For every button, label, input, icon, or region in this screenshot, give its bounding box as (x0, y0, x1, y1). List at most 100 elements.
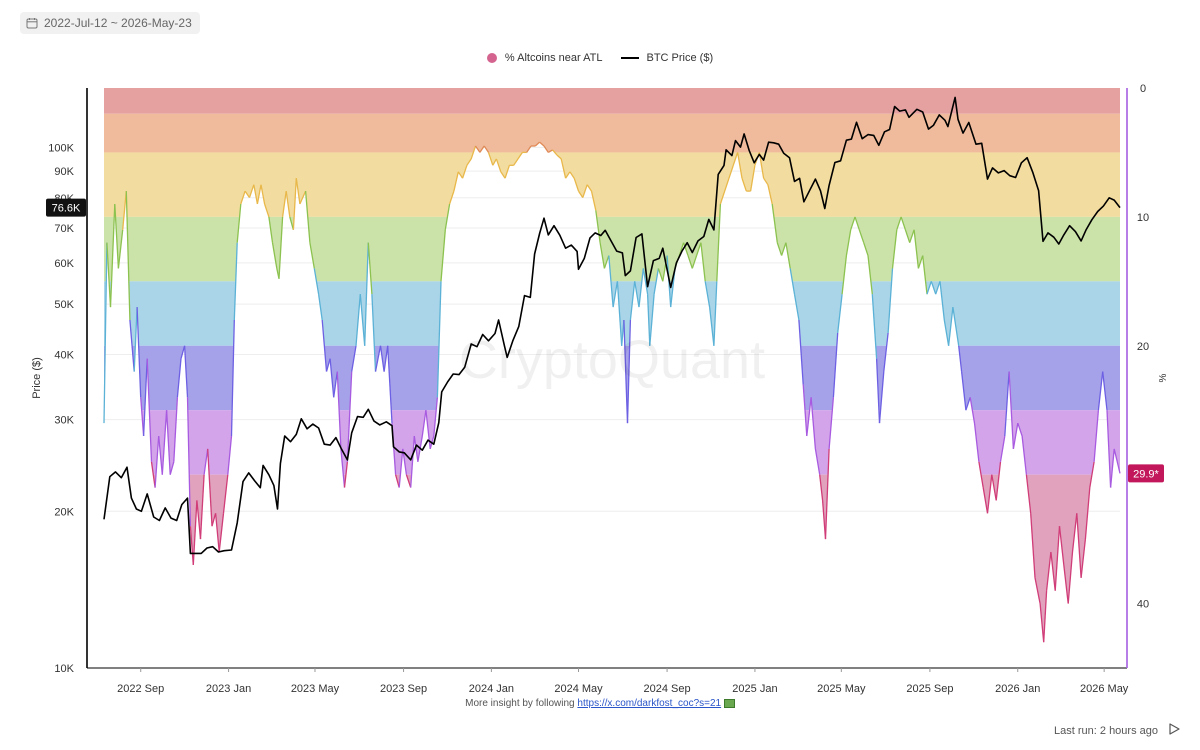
y-tick-label: 30K (54, 415, 74, 427)
altcoin-line-segment (871, 294, 878, 359)
altcoin-line-segment (780, 242, 787, 256)
altcoin-line-segment (590, 190, 597, 211)
altcoin-line-segment (939, 281, 945, 321)
altcoin-line-segment (387, 345, 393, 424)
watermark: CryptoQuant (459, 330, 765, 390)
altcoin-line-segment (1034, 577, 1041, 604)
altcoin-line-segment (236, 203, 242, 243)
x-tick-label: 2026 Jan (995, 683, 1040, 695)
altcoin-line-segment (875, 358, 881, 424)
altcoin-line-segment (582, 184, 588, 198)
altcoin-line-segment (603, 255, 610, 269)
altcoin-line-segment (379, 345, 385, 372)
altcoin-line-segment (133, 307, 138, 372)
x-tick-label: 2023 May (291, 683, 340, 695)
altcoin-line-segment (150, 461, 156, 488)
altcoin-line-segment (364, 242, 369, 346)
y-tick-label: 50K (54, 299, 74, 311)
altcoin-line-segment (504, 165, 511, 179)
altcoin-line-segment (958, 345, 963, 372)
altcoin-line-segment (1004, 371, 1010, 437)
altcoin-line-segment (173, 397, 179, 462)
altcoin-line-segment (599, 242, 606, 269)
altcoin-line-segment (383, 345, 389, 372)
altcoin-line-segment (410, 435, 415, 488)
altcoin-line-segment (1071, 513, 1078, 553)
altcoin-line-segment (646, 294, 651, 346)
x-tick-label: 2023 Jan (206, 683, 251, 695)
altcoin-line-segment (687, 255, 693, 269)
altcoin-band (104, 152, 1120, 217)
altcoin-line-segment (626, 319, 632, 424)
altcoin-line-segment (547, 149, 553, 153)
altcoin-line-segment (595, 210, 601, 243)
altcoin-band (104, 113, 1120, 153)
altcoin-line-segment (103, 242, 108, 424)
x-tick-label: 2024 May (554, 683, 603, 695)
altcoin-line-segment (616, 281, 623, 346)
altcoin-line-segment (534, 141, 541, 147)
altcoin-line-segment (986, 474, 993, 514)
altcoin-line-segment (256, 184, 262, 205)
altcoin-line-segment (802, 384, 808, 437)
altcoin-line-segment (207, 448, 213, 527)
altcoin-line-segment (634, 281, 640, 308)
altcoin-line-segment (700, 242, 706, 282)
altcoin-line-segment (483, 145, 490, 153)
altcoin-line-segment (304, 191, 311, 243)
altcoin-line-segment (169, 461, 175, 475)
altcoin-line-segment (793, 294, 800, 321)
altcoin-line-segment (196, 500, 202, 540)
altcoin-line-segment (285, 191, 291, 217)
y-tick-label: 70K (54, 223, 74, 235)
altcoin-line-segment (767, 184, 773, 205)
x-tick-label: 2022 Sep (117, 683, 164, 695)
altcoin-line-segment (719, 190, 726, 205)
altcoin-line-segment (837, 294, 843, 333)
altcoin-line-segment (900, 216, 907, 231)
x-tick-label: 2024 Sep (644, 683, 691, 695)
legend-item-btc[interactable]: BTC Price ($) (620, 52, 713, 64)
y-tick-label: 20K (54, 506, 74, 518)
altcoin-line-segment (623, 319, 629, 424)
altcoin-line-segment (222, 474, 229, 514)
altcoin-line-segment (263, 203, 270, 218)
altcoin-line-segment (841, 255, 848, 295)
altcoin-line-segment (186, 397, 192, 527)
altcoin-line-segment (244, 190, 251, 198)
legend-item-altcoins[interactable]: % Altcoins near ATL (486, 52, 603, 64)
altcoin-line-segment (749, 165, 756, 192)
date-range-picker[interactable]: 2022-Jul-12 ~ 2026-May-23 (20, 12, 200, 34)
altcoin-line-segment (1030, 513, 1036, 578)
altcoin-line-segment (991, 474, 997, 501)
altcoin-line-segment (436, 281, 442, 398)
play-icon[interactable] (1168, 723, 1180, 738)
y-tick-label: 90K (54, 166, 74, 178)
altcoin-line-segment (776, 242, 783, 256)
altcoin-line-segment (227, 435, 233, 475)
footer-link[interactable]: https://x.com/darkfost_coc?s=21 (577, 698, 722, 709)
y2-tick-label: 40 (1137, 599, 1149, 611)
altcoin-line-segment (943, 319, 950, 346)
altcoin-line-segment (329, 358, 335, 398)
altcoin-line-segment (1025, 474, 1032, 514)
altcoin-line-segment (161, 410, 168, 475)
altcoin-line-segment (691, 255, 698, 269)
current-percent-label: 29.9* (1133, 468, 1159, 480)
altcoin-line-segment (736, 152, 743, 179)
altcoin-line-segment (394, 474, 400, 488)
altcoin-line-segment (295, 178, 301, 205)
altcoin-line-segment (704, 281, 711, 308)
altcoin-line-segment (1084, 487, 1091, 540)
altcoin-line-segment (1045, 551, 1052, 591)
altcoin-line-segment (850, 216, 856, 231)
altcoin-line-segment (1050, 551, 1056, 591)
altcoin-line-segment (922, 255, 928, 295)
altcoin-line-segment (1054, 526, 1061, 591)
altcoin-line-segment (1063, 564, 1069, 604)
altcoin-line-segment (649, 294, 655, 346)
altcoin-line-segment (1067, 551, 1074, 604)
altcoin-line-segment (917, 255, 924, 269)
altcoin-line-segment (203, 448, 209, 475)
